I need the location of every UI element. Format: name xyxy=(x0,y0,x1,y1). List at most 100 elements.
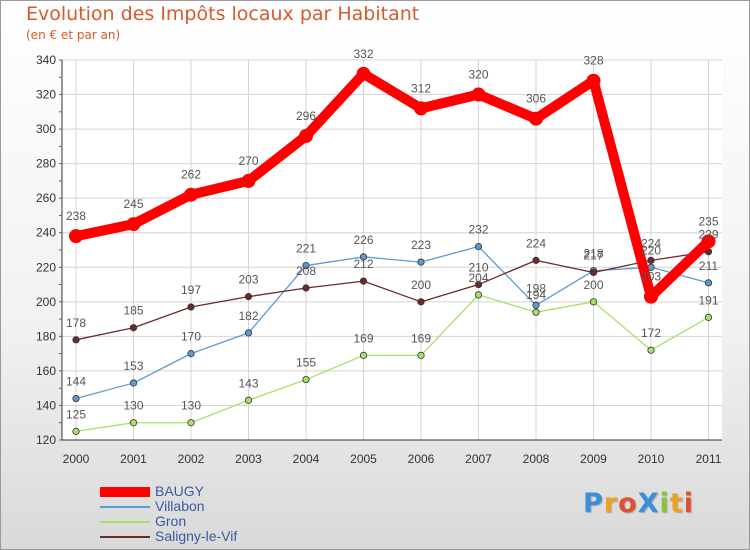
data-point xyxy=(302,284,310,292)
data-point xyxy=(72,394,80,403)
data-point xyxy=(704,279,713,287)
data-label: 169 xyxy=(353,331,373,345)
data-point xyxy=(532,256,540,264)
data-point xyxy=(474,280,483,289)
data-point xyxy=(474,291,483,299)
data-label: 270 xyxy=(238,154,258,168)
data-label: 155 xyxy=(296,356,316,370)
data-point xyxy=(471,87,486,102)
data-point xyxy=(244,329,253,337)
data-point xyxy=(589,268,598,277)
y-tick-label: 240 xyxy=(36,226,56,240)
data-label: 320 xyxy=(468,68,488,82)
x-tick-label: 2008 xyxy=(523,452,550,466)
y-tick-label: 340 xyxy=(36,53,56,67)
data-point xyxy=(414,101,428,116)
data-label: 332 xyxy=(353,47,373,61)
data-point xyxy=(647,346,655,354)
legend-swatch xyxy=(100,521,150,523)
y-tick-label: 140 xyxy=(36,398,56,412)
series-line-saligny-le-vif xyxy=(75,251,710,341)
data-label: 211 xyxy=(699,259,718,273)
data-label: 197 xyxy=(181,283,201,297)
data-label: 130 xyxy=(181,399,201,413)
data-point xyxy=(704,248,713,256)
data-point xyxy=(359,277,368,285)
data-label: 200 xyxy=(411,278,431,292)
data-point xyxy=(359,351,368,359)
data-point xyxy=(417,351,425,359)
data-point xyxy=(72,427,80,435)
x-tick-label: 2010 xyxy=(638,452,665,466)
data-point xyxy=(187,303,195,311)
data-label: 153 xyxy=(123,359,143,373)
data-point xyxy=(529,111,543,126)
data-point xyxy=(187,350,195,358)
data-label: 208 xyxy=(296,264,316,278)
data-label: 245 xyxy=(123,197,143,211)
data-point xyxy=(589,298,598,306)
x-tick-label: 2005 xyxy=(350,452,377,466)
data-point xyxy=(356,66,371,81)
y-tick-label: 280 xyxy=(36,157,56,171)
data-label: 198 xyxy=(526,281,546,295)
data-label: 212 xyxy=(353,257,373,271)
data-label: 296 xyxy=(296,109,316,123)
data-label: 200 xyxy=(583,278,603,292)
legend-label: Gron xyxy=(155,513,187,529)
data-label: 144 xyxy=(66,375,86,389)
data-label: 224 xyxy=(526,236,546,250)
y-tick-label: 160 xyxy=(36,364,56,378)
legend-label: Villabon xyxy=(155,498,205,514)
series-line-baugy xyxy=(71,68,714,302)
y-tick-label: 220 xyxy=(36,260,56,274)
data-label: 203 xyxy=(238,273,258,287)
data-label: 185 xyxy=(123,304,143,318)
data-point xyxy=(69,229,83,244)
data-label: 262 xyxy=(181,168,201,182)
data-point xyxy=(302,261,310,270)
data-point xyxy=(244,396,253,404)
data-label: 229 xyxy=(698,228,718,242)
data-label: 328 xyxy=(583,54,603,68)
data-point xyxy=(532,308,540,316)
data-point xyxy=(299,129,313,143)
data-point xyxy=(359,253,368,261)
data-point xyxy=(184,187,198,202)
data-label: 191 xyxy=(698,293,718,307)
data-label: 182 xyxy=(238,309,258,323)
data-label: 217 xyxy=(583,248,603,262)
data-label: 194 xyxy=(526,288,546,302)
legend-label: BAUGY xyxy=(155,483,205,499)
y-tick-label: 300 xyxy=(36,122,56,136)
data-point xyxy=(647,256,655,264)
data-point xyxy=(474,242,483,251)
y-tick-label: 260 xyxy=(36,191,56,205)
data-point xyxy=(417,258,425,266)
data-point xyxy=(129,419,138,427)
data-label: 220 xyxy=(641,243,661,257)
data-label: 223 xyxy=(411,238,431,252)
y-tick-label: 120 xyxy=(36,433,56,447)
legend-swatch xyxy=(100,506,150,508)
y-tick-label: 200 xyxy=(36,295,56,309)
data-label: 306 xyxy=(526,92,546,106)
x-tick-label: 2000 xyxy=(63,452,90,466)
data-point xyxy=(532,301,540,309)
data-label: 170 xyxy=(181,330,201,344)
data-label: 203 xyxy=(641,270,661,284)
data-point xyxy=(701,234,716,249)
data-label: 169 xyxy=(411,331,431,345)
data-label: 232 xyxy=(468,223,488,237)
x-tick-label: 2001 xyxy=(120,452,147,466)
chart-subtitle: (en € et par an) xyxy=(26,28,121,42)
legend-swatch xyxy=(100,487,150,497)
data-label: 238 xyxy=(66,209,86,223)
data-label: 226 xyxy=(353,233,373,247)
data-label: 125 xyxy=(66,407,86,421)
chart-title: Evolution des Impôts locaux par Habitant xyxy=(26,3,420,25)
x-tick-label: 2009 xyxy=(580,452,607,466)
data-point xyxy=(417,298,425,306)
series-line-gron xyxy=(75,294,710,433)
plot-area xyxy=(62,60,722,440)
